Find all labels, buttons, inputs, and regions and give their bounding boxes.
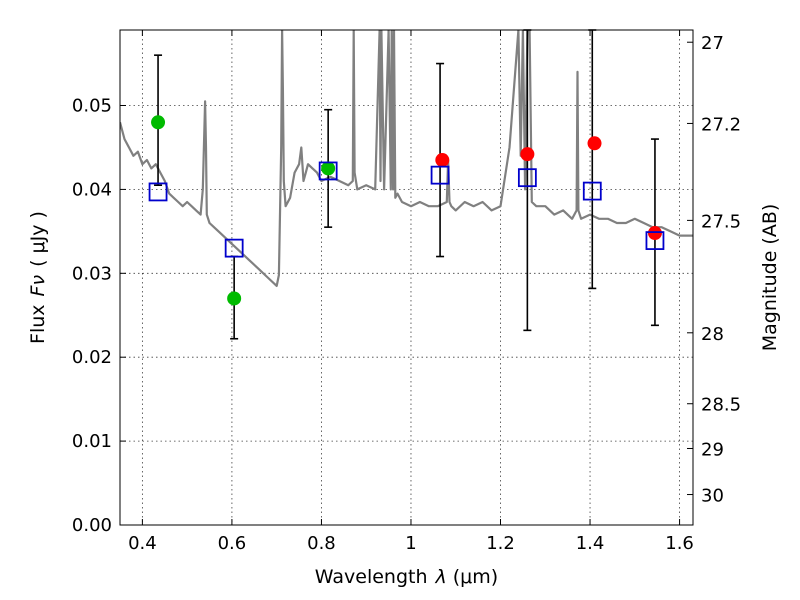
- photometry-point: [587, 136, 602, 151]
- y-tick-label: 0.02: [72, 347, 112, 368]
- y-tick-label: 0.04: [72, 179, 112, 200]
- x-axis-label: Wavelength λ (μm): [315, 566, 498, 588]
- y-tick-label: 0.00: [72, 515, 112, 536]
- y2-tick-label: 28.5: [701, 395, 741, 416]
- x-tick-label: 1: [405, 533, 416, 554]
- photometry-point: [321, 161, 336, 176]
- y2-tick-label: 29: [701, 439, 724, 460]
- y-tick-label: 0.05: [72, 96, 112, 117]
- x-tick-label: 1.2: [486, 533, 515, 554]
- y2-tick-label: 30: [701, 486, 724, 507]
- x-tick-label: 1.4: [576, 533, 605, 554]
- y2-tick-label: 27: [701, 33, 724, 54]
- x-tick-label: 1.6: [665, 533, 694, 554]
- model-flux-square: [430, 165, 450, 185]
- plot-frame: [119, 29, 694, 526]
- x-tick-label: 0.4: [128, 533, 157, 554]
- model-flux-square: [224, 238, 244, 258]
- y2-tick-label: 27.2: [701, 114, 741, 135]
- x-tick-label: 0.8: [307, 533, 336, 554]
- photometry-point: [151, 115, 166, 130]
- photometry-point: [520, 147, 535, 162]
- photometry-point: [647, 226, 662, 241]
- photometry-point: [227, 291, 242, 306]
- model-flux-square: [318, 161, 338, 181]
- y2-tick-label: 28: [701, 324, 724, 345]
- y-tick-label: 0.03: [72, 263, 112, 284]
- axes: 0.4 0.6 0.8 1 1.2 1.4 1.6 0.00 0.01 0.02 0.03 0.04 0…: [72, 30, 741, 554]
- y2-tick-label: 27.5: [701, 211, 741, 232]
- model-flux-square: [517, 168, 537, 188]
- data-markers: [148, 115, 665, 306]
- x-tick-label: 0.6: [218, 533, 247, 554]
- y-tick-label: 0.01: [72, 431, 112, 452]
- y2-axis-label: Magnitude (AB): [759, 204, 781, 352]
- y-axis-label: FluxFν( μJy ): [27, 211, 49, 344]
- model-flux-square: [148, 182, 168, 202]
- model-spectrum-line: [120, 30, 693, 287]
- plot-data: [120, 30, 693, 287]
- model-flux-square: [582, 181, 602, 201]
- photometry-point: [435, 153, 450, 168]
- model-flux-square: [645, 231, 665, 250]
